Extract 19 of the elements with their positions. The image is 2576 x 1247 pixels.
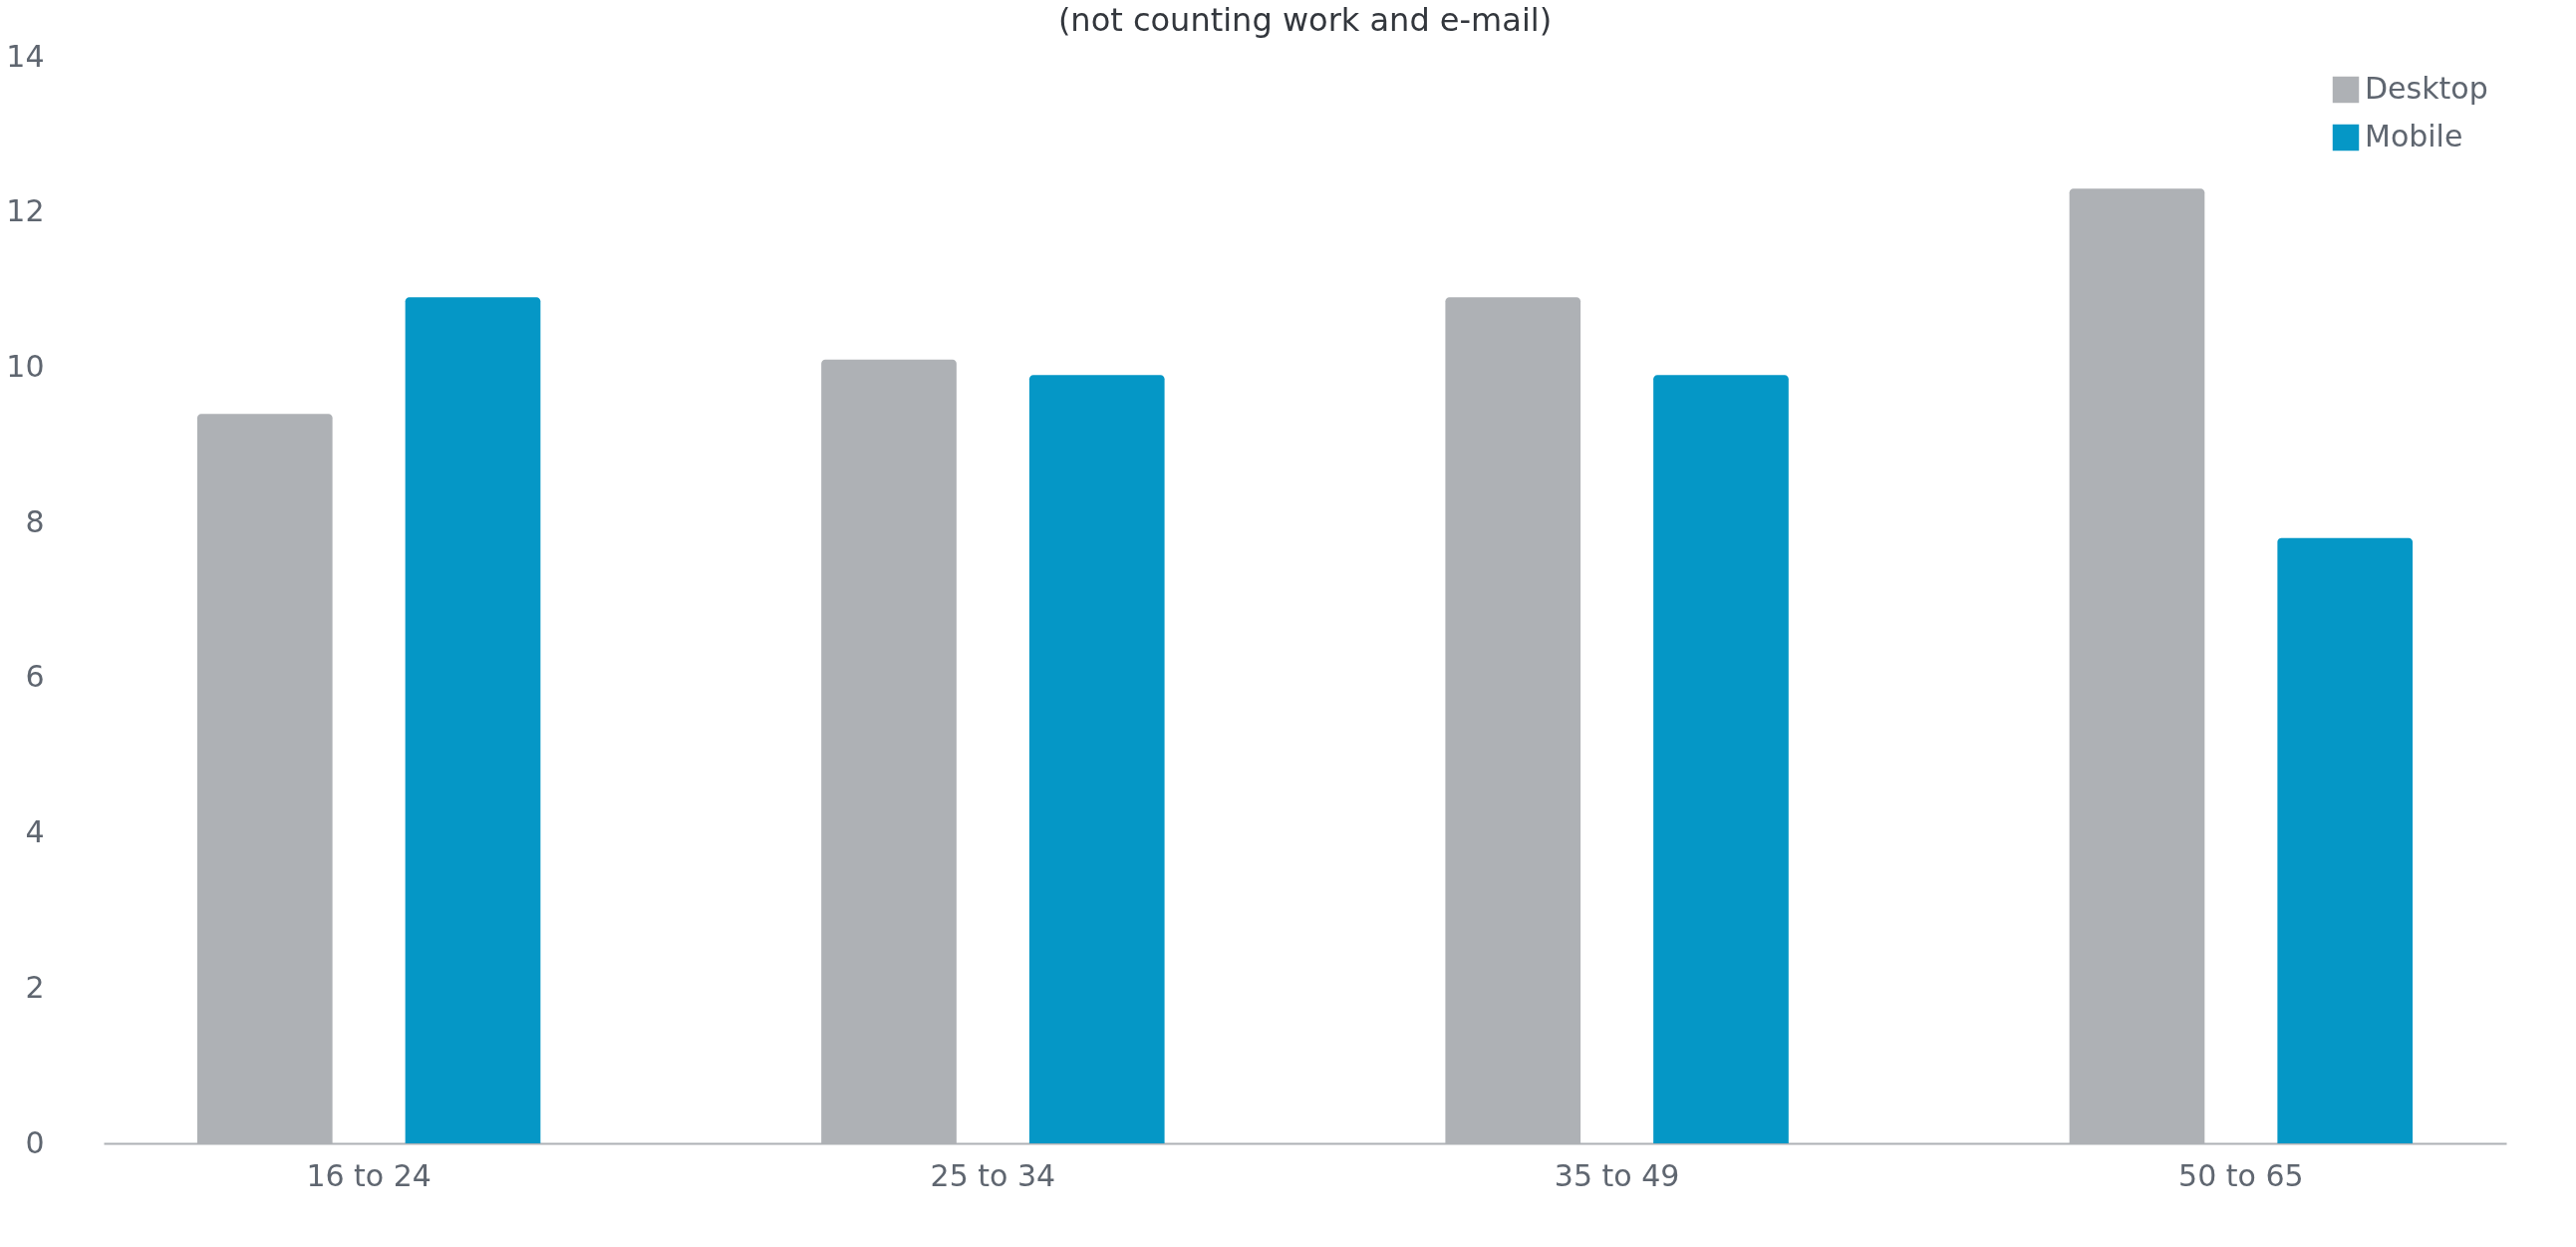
x-tick-label: 50 to 65 <box>2178 1157 2304 1193</box>
chart-title: (not counting work and e-mail) <box>1057 1 1553 39</box>
y-tick-label: 4 <box>25 814 45 850</box>
bar <box>405 297 541 1143</box>
y-tick-label: 8 <box>25 503 45 539</box>
y-tick-label: 2 <box>25 969 45 1005</box>
legend-label: Mobile <box>2365 119 2463 154</box>
y-tick-label: 0 <box>25 1124 45 1160</box>
x-tick-label: 25 to 34 <box>930 1157 1056 1193</box>
legend-label: Desktop <box>2365 71 2488 106</box>
y-tick-label: 12 <box>6 193 45 229</box>
bar <box>2277 537 2414 1143</box>
y-tick-label: 6 <box>25 659 45 695</box>
y-tick-label: 14 <box>6 38 45 74</box>
y-tick-label: 10 <box>6 348 45 384</box>
bar <box>1653 375 1789 1143</box>
bar <box>1028 375 1165 1143</box>
x-tick-label: 35 to 49 <box>1554 1157 1680 1193</box>
x-tick-label: 16 to 24 <box>306 1157 431 1193</box>
